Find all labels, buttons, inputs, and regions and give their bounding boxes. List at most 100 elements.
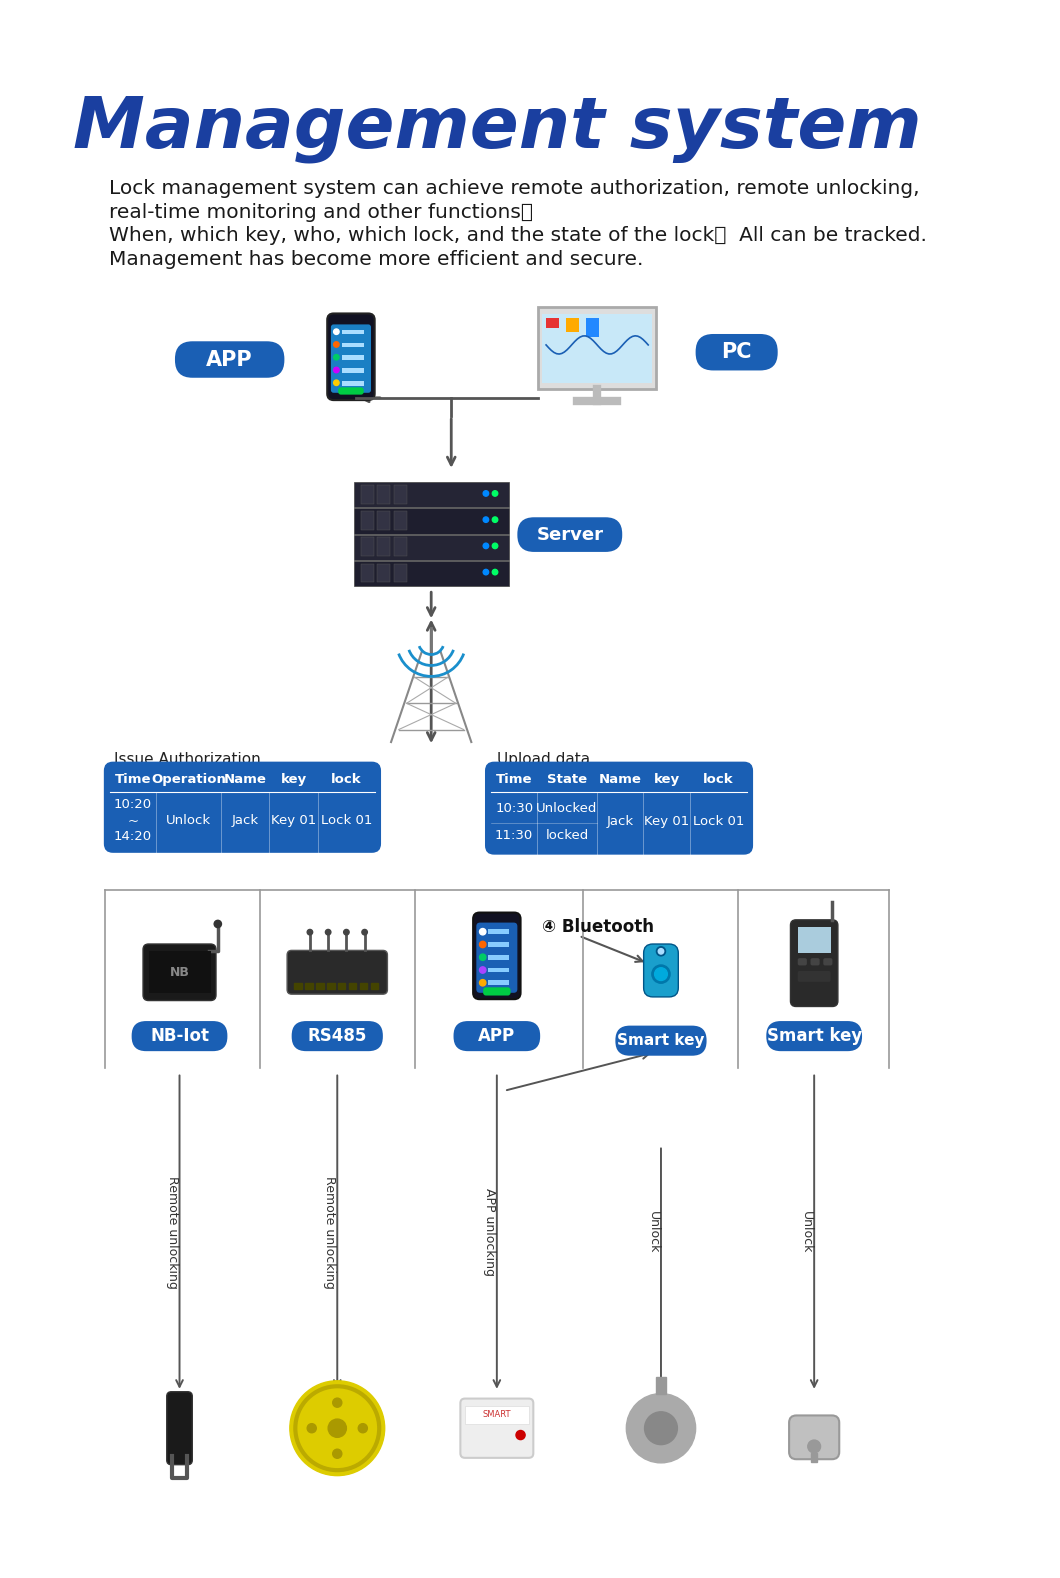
Bar: [305, 983, 313, 989]
Bar: [338, 983, 346, 989]
Text: State: State: [547, 773, 587, 786]
Text: Smart key: Smart key: [617, 1034, 705, 1048]
FancyBboxPatch shape: [798, 928, 831, 953]
Circle shape: [214, 920, 222, 928]
Circle shape: [334, 368, 339, 372]
Text: Jack: Jack: [232, 814, 259, 827]
FancyBboxPatch shape: [148, 952, 211, 993]
FancyBboxPatch shape: [341, 330, 364, 335]
Bar: [360, 983, 368, 989]
Circle shape: [655, 967, 668, 980]
Text: Smart key: Smart key: [766, 1027, 862, 1045]
FancyBboxPatch shape: [476, 923, 517, 993]
FancyBboxPatch shape: [175, 341, 284, 377]
Text: Name: Name: [224, 773, 267, 786]
Circle shape: [516, 1431, 525, 1439]
Text: 11:30: 11:30: [495, 828, 533, 843]
FancyBboxPatch shape: [616, 1026, 707, 1056]
FancyBboxPatch shape: [485, 762, 753, 855]
FancyBboxPatch shape: [394, 563, 407, 582]
Text: 10:20
~
14:20: 10:20 ~ 14:20: [114, 798, 152, 843]
FancyBboxPatch shape: [489, 955, 509, 959]
Circle shape: [483, 491, 489, 495]
FancyBboxPatch shape: [798, 970, 831, 982]
FancyBboxPatch shape: [341, 355, 364, 360]
Text: Remote unlocking: Remote unlocking: [323, 1176, 336, 1289]
Bar: [349, 983, 356, 989]
FancyBboxPatch shape: [465, 1406, 529, 1423]
Text: key: key: [653, 773, 679, 786]
FancyBboxPatch shape: [791, 920, 837, 1007]
Text: locked: locked: [546, 828, 588, 843]
FancyBboxPatch shape: [483, 988, 511, 996]
Circle shape: [656, 947, 666, 956]
Bar: [812, 1453, 817, 1461]
FancyBboxPatch shape: [341, 380, 364, 385]
Text: Unlock: Unlock: [800, 1210, 813, 1253]
Circle shape: [483, 543, 489, 549]
FancyBboxPatch shape: [798, 958, 807, 966]
Text: Server: Server: [536, 525, 603, 543]
Circle shape: [329, 1419, 347, 1438]
FancyBboxPatch shape: [695, 335, 778, 371]
Text: SMART: SMART: [482, 1411, 511, 1420]
Text: real-time monitoring and other functions。: real-time monitoring and other functions…: [109, 202, 533, 221]
Circle shape: [652, 966, 670, 983]
Bar: [656, 1378, 666, 1393]
Text: Management has become more efficient and secure.: Management has become more efficient and…: [109, 249, 643, 270]
FancyBboxPatch shape: [361, 484, 374, 503]
Circle shape: [479, 942, 485, 948]
FancyBboxPatch shape: [543, 314, 652, 383]
Circle shape: [325, 929, 331, 934]
Text: When, which key, who, which lock, and the state of the lock，  All can be tracked: When, which key, who, which lock, and th…: [109, 226, 928, 246]
FancyBboxPatch shape: [377, 511, 390, 530]
FancyBboxPatch shape: [331, 325, 371, 393]
Circle shape: [492, 570, 498, 574]
FancyBboxPatch shape: [354, 535, 509, 560]
Text: Lock 01: Lock 01: [321, 814, 372, 827]
Circle shape: [483, 570, 489, 574]
Text: lock: lock: [331, 773, 361, 786]
FancyBboxPatch shape: [517, 518, 622, 552]
FancyBboxPatch shape: [361, 538, 374, 557]
FancyBboxPatch shape: [766, 1021, 862, 1051]
FancyBboxPatch shape: [338, 387, 364, 394]
Circle shape: [307, 1423, 316, 1433]
Bar: [328, 983, 335, 989]
Text: Name: Name: [599, 773, 641, 786]
FancyBboxPatch shape: [811, 958, 819, 966]
Circle shape: [492, 518, 498, 522]
FancyBboxPatch shape: [341, 368, 364, 372]
FancyBboxPatch shape: [361, 511, 374, 530]
Text: APP: APP: [207, 349, 253, 369]
FancyBboxPatch shape: [460, 1398, 533, 1458]
Text: ④ Bluetooth: ④ Bluetooth: [543, 918, 654, 936]
Circle shape: [483, 518, 489, 522]
Circle shape: [492, 543, 498, 549]
FancyBboxPatch shape: [546, 319, 559, 328]
FancyBboxPatch shape: [104, 762, 381, 852]
FancyBboxPatch shape: [454, 1021, 541, 1051]
Circle shape: [479, 967, 485, 974]
Circle shape: [644, 1412, 677, 1444]
Circle shape: [479, 955, 485, 961]
FancyBboxPatch shape: [394, 484, 407, 503]
Text: Key 01: Key 01: [643, 816, 689, 828]
Text: Operation: Operation: [152, 773, 226, 786]
Text: Upload data: Upload data: [497, 751, 590, 767]
Circle shape: [334, 380, 339, 385]
Bar: [371, 983, 378, 989]
Circle shape: [358, 1423, 368, 1433]
FancyBboxPatch shape: [354, 508, 509, 533]
FancyBboxPatch shape: [292, 1021, 383, 1051]
FancyBboxPatch shape: [537, 306, 656, 388]
FancyBboxPatch shape: [643, 944, 678, 997]
FancyBboxPatch shape: [489, 967, 509, 972]
Text: 10:30: 10:30: [495, 802, 533, 814]
Circle shape: [343, 929, 349, 934]
Text: Unlock: Unlock: [166, 814, 211, 827]
FancyBboxPatch shape: [473, 912, 520, 999]
Circle shape: [307, 929, 313, 934]
FancyBboxPatch shape: [489, 980, 509, 985]
Text: Time: Time: [114, 773, 152, 786]
